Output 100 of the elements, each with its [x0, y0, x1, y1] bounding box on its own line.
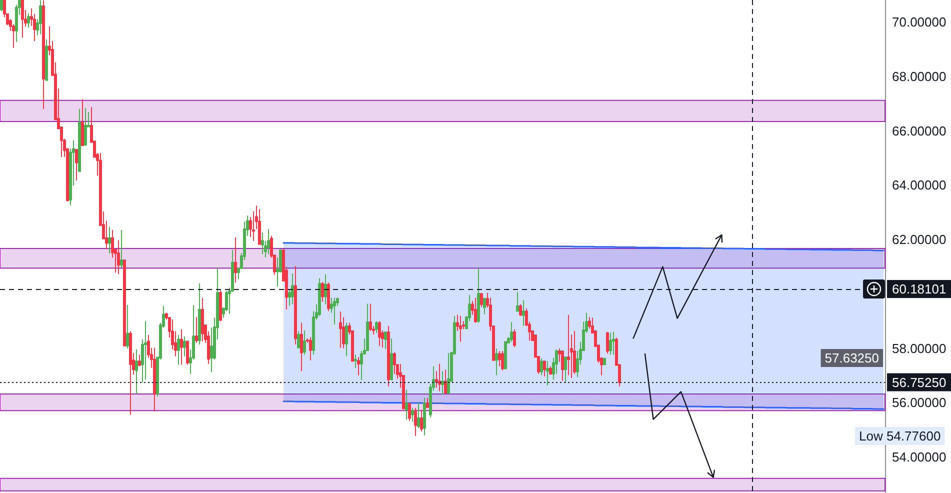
- candlestick: [303, 330, 306, 356]
- candlestick: [318, 278, 321, 316]
- annotation: 57.63250: [824, 350, 879, 366]
- ref-line-label: 56.75250: [892, 374, 946, 390]
- candlestick: [0, 0, 3, 12]
- y-tick-label: 62.00000: [892, 232, 946, 248]
- candlestick: [441, 370, 444, 396]
- candlestick: [480, 293, 483, 308]
- candlestick: [501, 350, 504, 372]
- candlestick: [357, 356, 360, 376]
- candlestick: [423, 397, 426, 436]
- candlestick: [180, 328, 183, 366]
- candlestick: [459, 315, 462, 342]
- candlestick: [267, 228, 270, 255]
- candlestick: [333, 297, 336, 325]
- candlestick: [321, 281, 324, 302]
- candlestick: [417, 402, 420, 429]
- candlestick: [195, 316, 198, 344]
- candlestick: [495, 348, 498, 376]
- candlestick: [120, 230, 123, 268]
- candlestick: [339, 311, 342, 348]
- line-series: [282, 400, 884, 410]
- candlestick: [405, 389, 408, 420]
- candlestick: [411, 407, 414, 422]
- candlestick: [498, 350, 501, 367]
- candlestick: [522, 300, 525, 327]
- candlestick: [483, 297, 486, 315]
- candlestick: [516, 292, 519, 312]
- candlestick: [603, 357, 606, 366]
- candlestick: [546, 360, 549, 386]
- candlestick: [27, 12, 30, 28]
- candlestick: [609, 332, 612, 356]
- candlestick: [129, 330, 132, 416]
- candlestick: [12, 24, 15, 48]
- candlestick: [186, 340, 189, 366]
- candlestick: [354, 354, 357, 368]
- candlestick: [75, 149, 78, 182]
- candlestick: [366, 303, 369, 352]
- candlestick: [519, 304, 522, 316]
- candlestick: [390, 338, 393, 380]
- candlestick: [183, 336, 186, 357]
- candlestick: [294, 265, 297, 346]
- candlestick: [384, 331, 387, 350]
- candlestick: [564, 356, 567, 384]
- candlestick: [15, 4, 18, 42]
- candlestick: [606, 332, 609, 354]
- candlestick: [219, 290, 222, 322]
- candlestick: [345, 322, 348, 357]
- candlestick: [561, 350, 564, 382]
- candlestick: [324, 274, 327, 305]
- y-tick-label: 68.00000: [892, 68, 946, 84]
- candlestick: [327, 282, 330, 312]
- ref-line-label: 60.18101: [892, 282, 946, 297]
- y-tick-label: 54.00000: [892, 450, 946, 465]
- candlestick: [540, 358, 543, 376]
- candlestick: [510, 321, 513, 342]
- candlestick: [513, 328, 516, 348]
- y-tick-label: 64.00000: [892, 178, 946, 193]
- candlestick: [387, 326, 390, 387]
- candlestick: [420, 409, 423, 432]
- candlestick: [153, 347, 156, 412]
- candlestick: [300, 322, 303, 372]
- candlestick: [234, 236, 237, 284]
- candlestick: [444, 369, 447, 395]
- candlestick: [378, 320, 381, 347]
- candlestick: [612, 331, 615, 356]
- candlestick: [426, 397, 429, 408]
- candlestick: [477, 268, 480, 324]
- candlestick: [78, 108, 81, 172]
- candlestick: [414, 407, 417, 437]
- candlestick: [144, 320, 147, 380]
- y-tick-label: 58.00000: [892, 340, 946, 356]
- candlestick: [567, 314, 570, 376]
- candlestick: [21, 0, 24, 38]
- candlestick: [45, 38, 48, 81]
- candlestick: [138, 354, 141, 367]
- annotation: Low 54.77600: [859, 428, 941, 444]
- candlestick: [108, 226, 111, 254]
- candlestick: [573, 330, 576, 374]
- candlestick: [297, 330, 300, 348]
- candlestick: [261, 232, 264, 255]
- y-tick-label: 56.00000: [892, 395, 946, 410]
- candlestick: [408, 402, 411, 422]
- candlestick: [258, 208, 261, 245]
- y-tick-label: 70.00000: [892, 14, 946, 30]
- candlestick: [504, 341, 507, 370]
- candlestick: [117, 240, 120, 275]
- candlestick: [447, 352, 450, 395]
- candlestick: [177, 334, 180, 366]
- candlestick: [201, 297, 204, 342]
- candlestick: [135, 348, 138, 395]
- candlestick: [543, 360, 546, 377]
- candlestick: [369, 303, 372, 332]
- y-tick-label: 66.00000: [892, 123, 946, 138]
- candlestick: [198, 282, 201, 346]
- candlestick: [474, 297, 477, 324]
- candlestick: [126, 304, 129, 349]
- candlestick: [123, 259, 126, 346]
- candlestick: [84, 107, 87, 146]
- candlestick: [39, 0, 42, 35]
